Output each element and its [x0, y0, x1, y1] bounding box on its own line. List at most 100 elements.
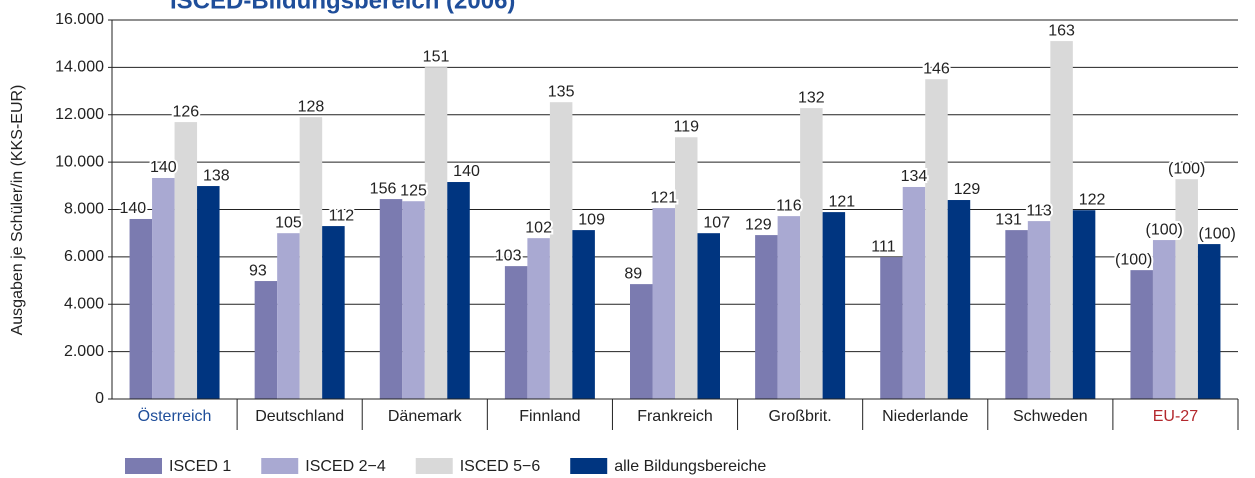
data-label: 135 — [548, 83, 575, 100]
legend-label: ISCED 1 — [169, 458, 231, 475]
data-label: 134 — [901, 168, 928, 185]
bar — [504, 266, 528, 399]
legend-swatch — [261, 458, 299, 474]
bar — [822, 212, 846, 399]
data-label: 129 — [745, 216, 772, 233]
legend-swatch — [415, 458, 453, 474]
bar — [947, 200, 971, 399]
data-label: 111 — [871, 238, 895, 255]
bar — [1005, 230, 1028, 399]
bar — [630, 284, 653, 399]
data-label: 107 — [703, 214, 730, 231]
bar — [152, 177, 175, 399]
data-label: 103 — [495, 247, 522, 264]
y-tick-label: 14.000 — [55, 59, 104, 76]
bar — [880, 257, 903, 399]
x-tick-label: Finnland — [519, 408, 580, 425]
data-label: 128 — [298, 98, 325, 115]
y-tick-label: 0 — [95, 390, 104, 407]
bar — [925, 79, 948, 399]
bar — [129, 218, 153, 399]
data-label: 89 — [624, 265, 642, 282]
data-label: (100) — [1146, 221, 1183, 238]
bar — [527, 238, 550, 399]
bar — [322, 226, 345, 399]
y-tick-label: 2.000 — [64, 343, 104, 360]
data-label: 163 — [1048, 22, 1075, 39]
bar — [755, 235, 778, 399]
chart-title: ISCED-Bildungsbereich (2006) — [170, 0, 515, 14]
bar — [549, 102, 573, 400]
legend-swatch — [570, 458, 608, 474]
data-label: (100) — [1199, 225, 1236, 242]
bar — [1050, 41, 1073, 399]
x-tick-label: Frankreich — [637, 408, 713, 425]
data-label: 156 — [370, 180, 397, 197]
y-tick-label: 12.000 — [55, 106, 104, 123]
x-tick-label: Deutschland — [255, 408, 344, 425]
data-label: 125 — [400, 182, 427, 199]
data-label: 131 — [995, 211, 1022, 228]
bar — [777, 216, 801, 399]
bar — [174, 122, 198, 399]
x-tick-label: EU-27 — [1153, 408, 1198, 425]
data-label: 102 — [525, 219, 552, 236]
bar — [572, 230, 595, 399]
data-label: 119 — [673, 118, 699, 135]
data-label: 126 — [172, 103, 199, 120]
data-label: 132 — [798, 89, 825, 106]
bar — [197, 186, 220, 399]
legend-label: ISCED 2−4 — [305, 458, 386, 475]
y-axis-label: Ausgaben je Schüler/in (KKS-EUR) — [9, 85, 26, 336]
bar — [1130, 270, 1153, 399]
bar — [447, 182, 470, 399]
y-tick-label: 8.000 — [64, 201, 104, 218]
data-label: 146 — [923, 60, 950, 77]
data-label: (100) — [1168, 160, 1205, 177]
legend-label: ISCED 5−6 — [460, 458, 541, 475]
bar — [1197, 244, 1221, 399]
bar — [1175, 179, 1198, 399]
data-label: 151 — [423, 48, 450, 65]
bar — [402, 201, 425, 399]
data-label: 116 — [776, 197, 802, 214]
bar — [800, 108, 823, 400]
bar — [1072, 210, 1096, 399]
x-tick-label: Niederlande — [882, 408, 968, 425]
bar — [277, 233, 300, 399]
legend-swatch — [125, 458, 162, 474]
x-tick-label: Dänemark — [388, 408, 463, 425]
bar — [697, 233, 720, 399]
bar — [424, 67, 448, 399]
data-label: 140 — [150, 159, 177, 176]
bar — [1152, 240, 1176, 399]
data-label: 109 — [578, 211, 605, 228]
bar — [652, 208, 675, 399]
x-tick-label: Schweden — [1013, 408, 1088, 425]
data-label: 140 — [453, 163, 480, 180]
y-tick-label: 6.000 — [64, 248, 104, 265]
data-label: 129 — [954, 181, 981, 198]
data-label: 121 — [650, 189, 677, 206]
data-label: 122 — [1079, 191, 1106, 208]
bar — [379, 199, 403, 399]
data-label: 113 — [1026, 202, 1052, 219]
data-label: 140 — [119, 200, 146, 217]
data-label: (100) — [1115, 251, 1152, 268]
data-label: 138 — [203, 167, 230, 184]
bar — [254, 281, 278, 399]
data-label: 112 — [329, 207, 355, 224]
data-label: 121 — [829, 193, 856, 210]
y-tick-label: 16.000 — [55, 11, 104, 28]
data-label: 93 — [249, 262, 267, 279]
bar — [675, 137, 698, 400]
y-tick-label: 4.000 — [64, 295, 104, 312]
bar — [902, 186, 926, 399]
bar — [299, 117, 323, 400]
x-tick-label: Großbrit. — [769, 408, 832, 425]
y-tick-label: 10.000 — [55, 153, 104, 170]
bar — [1027, 221, 1051, 399]
x-tick-label: Österreich — [138, 407, 212, 425]
legend-label: alle Bildungsbereiche — [614, 458, 766, 475]
